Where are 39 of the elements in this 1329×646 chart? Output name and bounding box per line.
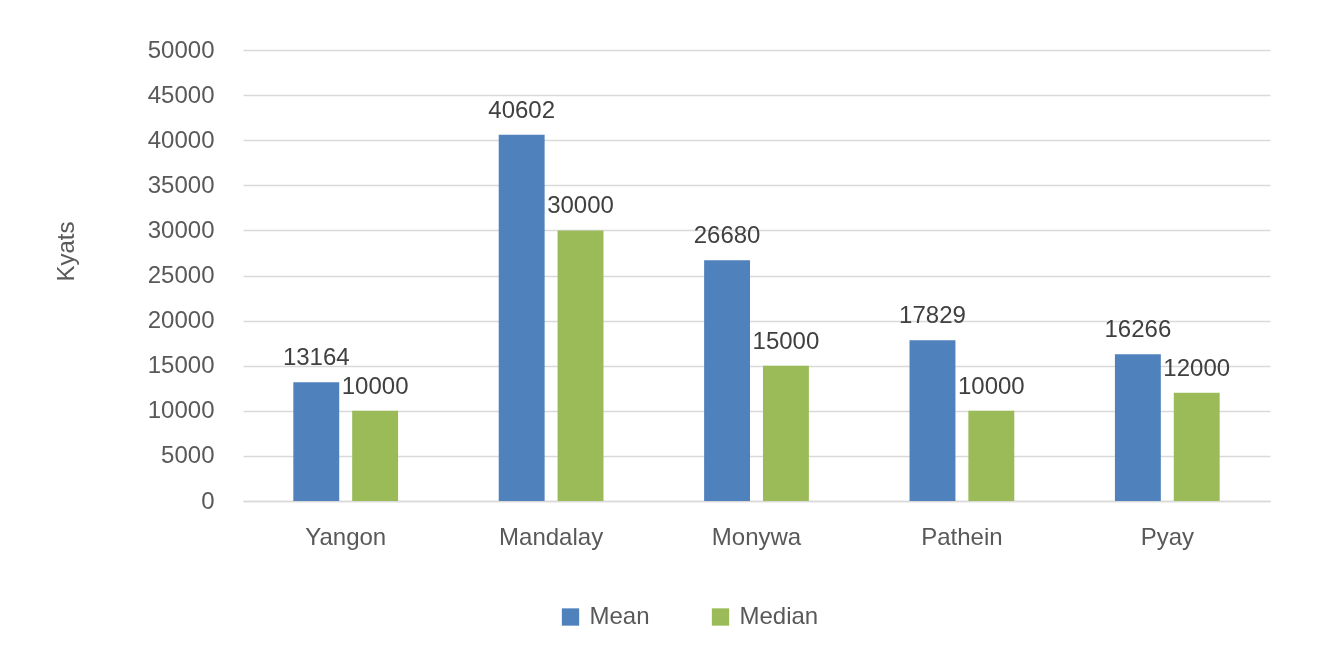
x-tick-label: Monywa: [711, 522, 802, 550]
data-label: 10000: [957, 371, 1025, 399]
y-tick-label: 45000: [147, 80, 215, 108]
data-label: 17829: [899, 301, 966, 329]
y-tick-label: 10000: [147, 396, 215, 424]
y-tick-label: 50000: [147, 35, 215, 63]
data-label: 26680: [693, 221, 761, 249]
x-tick-label: Pathein: [921, 522, 1003, 550]
bar: [1173, 392, 1220, 501]
x-tick-label: Pyay: [1140, 522, 1194, 550]
x-tick-label: Mandalay: [499, 522, 604, 550]
data-label: 13164: [282, 343, 350, 371]
y-tick-label: 40000: [147, 125, 215, 153]
bar: [498, 134, 545, 501]
data-label: 12000: [1163, 353, 1231, 381]
y-tick-label: 0: [201, 486, 215, 514]
bar: [352, 410, 399, 501]
y-axis-title: Kyats: [51, 221, 79, 282]
y-tick-label: 30000: [147, 215, 215, 243]
y-tick-label: 15000: [147, 351, 215, 379]
bar: [1114, 354, 1161, 501]
bar: [704, 260, 751, 501]
data-label: 40602: [488, 95, 556, 123]
x-tick-label: Yangon: [305, 522, 387, 550]
y-tick-label: 5000: [161, 441, 215, 469]
data-label: 15000: [752, 326, 820, 354]
legend-label: Mean: [589, 602, 650, 629]
y-tick-label: 20000: [147, 306, 215, 334]
bar: [909, 340, 956, 501]
bar: [968, 410, 1015, 501]
bar: [557, 230, 604, 501]
legend-label: Median: [739, 602, 819, 629]
data-label: 30000: [547, 191, 614, 219]
y-tick-label: 25000: [147, 261, 215, 288]
data-label: 10000: [341, 371, 409, 399]
bar: [293, 382, 340, 501]
data-label: 16266: [1104, 315, 1172, 343]
y-tick-label: 35000: [147, 170, 215, 198]
bar: [762, 365, 809, 501]
